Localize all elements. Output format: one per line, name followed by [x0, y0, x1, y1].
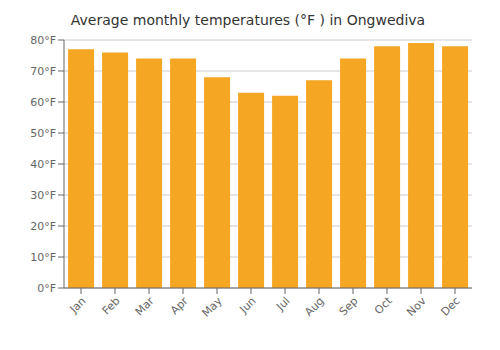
- svg-text:May: May: [199, 294, 225, 320]
- svg-text:Jun: Jun: [237, 294, 259, 316]
- html-text:Average monthly temperatures (: Average monthly temperatures (°F ) in On…: [70, 12, 426, 28]
- svg-text:Dec: Dec: [438, 294, 462, 318]
- svg-text:60°F: 60°F: [30, 96, 56, 109]
- svg-text:Aug: Aug: [302, 294, 326, 318]
- svg-text:10°F: 10°F: [30, 251, 56, 264]
- svg-text:30°F: 30°F: [30, 189, 56, 202]
- svg-text:80°F: 80°F: [30, 34, 56, 47]
- svg-text:20°F: 20°F: [30, 220, 56, 233]
- svg-text:50°F: 50°F: [30, 127, 56, 140]
- svg-text:Nov: Nov: [404, 294, 429, 319]
- svg-text:Mar: Mar: [133, 294, 157, 318]
- svg-text:Oct: Oct: [372, 294, 395, 317]
- svg-text:Feb: Feb: [100, 294, 123, 317]
- svg-text:Jul: Jul: [273, 294, 292, 313]
- svg-text:70°F: 70°F: [30, 65, 56, 78]
- svg-text:Apr: Apr: [168, 294, 191, 317]
- svg-text:Sep: Sep: [337, 294, 361, 318]
- svg-text:40°F: 40°F: [30, 158, 56, 171]
- svg-text:Jan: Jan: [67, 294, 89, 316]
- svg-text:0°F: 0°F: [37, 282, 56, 295]
